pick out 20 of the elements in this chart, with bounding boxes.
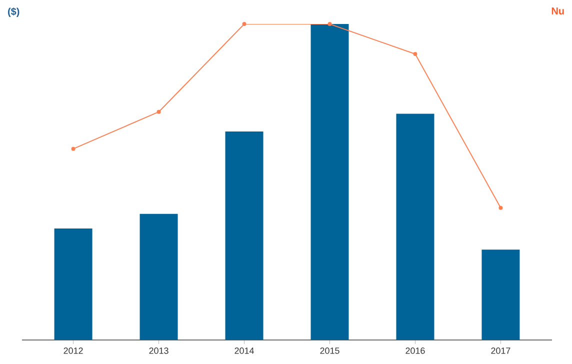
point [71,146,76,151]
point [328,22,332,26]
bar [140,214,178,340]
y-axis-title: ($) [8,8,20,17]
x-tick-label: 2014 [234,348,254,354]
point [156,110,161,114]
point [242,22,246,26]
point [413,52,418,56]
bar [225,131,264,340]
bar [54,228,92,340]
x-tick-label: 2015 [320,348,340,354]
bar [310,24,349,340]
x-tick-label: 2017 [491,348,510,354]
x-tick-label: 2016 [406,348,425,354]
y2-axis-title: Nu [552,8,564,14]
bar [396,114,434,340]
bar [482,250,520,340]
point [498,206,503,210]
x-tick-label: 2012 [64,348,83,354]
x-tick-label: 2013 [149,348,168,354]
